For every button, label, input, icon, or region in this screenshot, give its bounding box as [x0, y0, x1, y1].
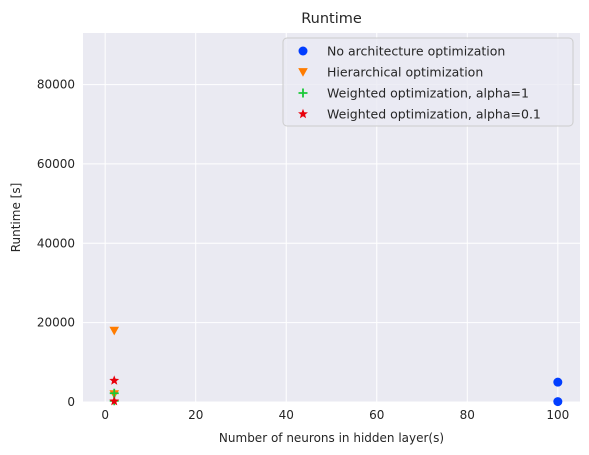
legend-box — [282, 37, 574, 127]
y-tick-labels: 0 20000 40000 60000 80000 — [37, 78, 75, 409]
legend-marker-2 — [298, 88, 308, 98]
point-series-0 — [553, 397, 563, 407]
point-series-3 — [109, 375, 120, 385]
x-tick-label: 0 — [101, 408, 109, 422]
x-tick-label: 100 — [546, 408, 569, 422]
x-axis-title: Number of neurons in hidden layer(s) — [219, 431, 444, 445]
x-tick-label: 20 — [188, 408, 203, 422]
y-tick-label: 80000 — [37, 78, 75, 92]
legend-label-1: Hierarchical optimization — [327, 65, 483, 80]
legend-marker-1 — [298, 68, 308, 77]
x-tick-label: 80 — [460, 408, 475, 422]
point-series-1 — [109, 326, 120, 336]
legend-marker-3 — [298, 108, 308, 119]
y-axis-title: Runtime [s] — [9, 183, 23, 253]
y-tick-label: 60000 — [37, 157, 75, 171]
point-series-0 — [553, 377, 563, 387]
x-tick-label: 40 — [279, 408, 294, 422]
legend-label-3: Weighted optimization, alpha=0.1 — [327, 107, 541, 122]
point-series-3 — [109, 396, 120, 406]
legend-marker-0 — [298, 46, 308, 56]
chart-title: Runtime — [301, 11, 362, 27]
x-tick-labels: 0 20 40 60 80 100 — [101, 408, 569, 422]
legend-label-2: Weighted optimization, alpha=1 — [327, 86, 529, 101]
data-points — [109, 326, 563, 407]
x-tick-label: 60 — [369, 408, 384, 422]
legend: No architecture optimization Hierarchical… — [282, 37, 574, 127]
y-tick-label: 20000 — [37, 316, 75, 330]
legend-label-0: No architecture optimization — [327, 44, 505, 59]
y-tick-label: 0 — [67, 395, 75, 409]
y-tick-label: 40000 — [37, 236, 75, 250]
